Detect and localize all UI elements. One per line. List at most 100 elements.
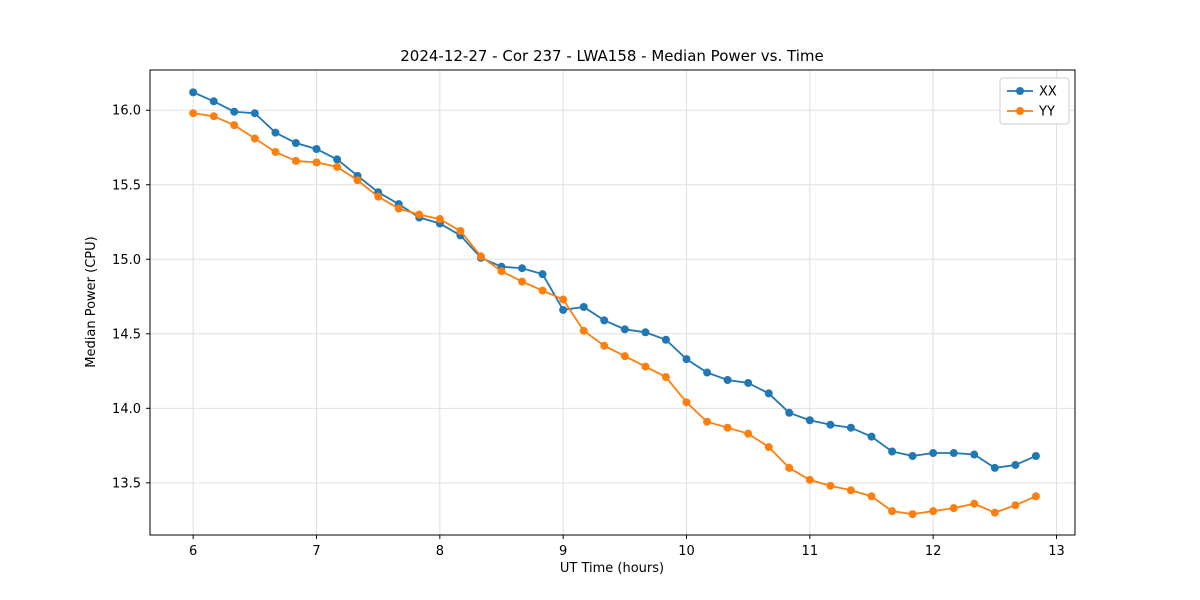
x-tick-label: 8 bbox=[436, 544, 444, 559]
y-tick-label: 16.0 bbox=[112, 104, 141, 119]
data-point-xx bbox=[620, 325, 629, 334]
legend-label: XX bbox=[1039, 85, 1057, 100]
data-point-yy bbox=[620, 352, 629, 361]
x-tick-label: 13 bbox=[1048, 544, 1065, 559]
data-point-yy bbox=[250, 134, 259, 143]
x-tick-label: 11 bbox=[802, 544, 819, 559]
data-point-yy bbox=[723, 423, 732, 432]
data-point-xx bbox=[764, 389, 773, 398]
y-tick-label: 15.5 bbox=[112, 178, 141, 193]
data-point-yy bbox=[949, 504, 958, 513]
data-point-yy bbox=[394, 204, 403, 213]
plot-border bbox=[149, 69, 1076, 536]
data-point-xx bbox=[600, 316, 609, 325]
data-point-yy bbox=[374, 192, 383, 201]
data-point-xx bbox=[949, 449, 958, 458]
data-point-yy bbox=[867, 492, 876, 501]
data-point-xx bbox=[579, 302, 588, 311]
data-point-yy bbox=[415, 210, 424, 219]
grid-lines bbox=[150, 70, 1075, 535]
data-point-yy bbox=[476, 252, 485, 261]
data-point-yy bbox=[929, 507, 938, 516]
data-point-xx bbox=[703, 368, 712, 377]
data-point-xx bbox=[250, 109, 259, 118]
data-point-xx bbox=[805, 416, 814, 425]
data-point-xx bbox=[826, 420, 835, 429]
data-point-yy bbox=[846, 486, 855, 495]
data-point-xx bbox=[641, 328, 650, 337]
data-point-yy bbox=[805, 475, 814, 484]
data-point-xx bbox=[518, 264, 527, 273]
data-point-yy bbox=[990, 508, 999, 517]
legend-marker-sample bbox=[1016, 87, 1024, 95]
data-point-yy bbox=[826, 481, 835, 490]
data-point-yy bbox=[271, 147, 280, 156]
chart-title: 2024-12-27 - Cor 237 - LWA158 - Median P… bbox=[400, 47, 824, 65]
data-point-xx bbox=[1031, 452, 1040, 461]
data-point-xx bbox=[846, 423, 855, 432]
data-point-yy bbox=[1011, 501, 1020, 510]
data-point-yy bbox=[353, 176, 362, 185]
data-point-yy bbox=[661, 373, 670, 382]
data-point-yy bbox=[888, 507, 897, 516]
y-tick-label: 14.0 bbox=[112, 402, 141, 417]
data-point-yy bbox=[538, 286, 547, 295]
axes: 6 7 8 9 10 11 12 13 13.5 14.0 14.5 15.0 15.5 16.0 bbox=[112, 69, 1076, 559]
data-point-xx bbox=[785, 408, 794, 417]
data-point-xx bbox=[230, 107, 239, 116]
data-point-xx bbox=[333, 155, 342, 164]
data-point-yy bbox=[230, 121, 239, 130]
data-point-yy bbox=[764, 443, 773, 452]
data-point-yy bbox=[641, 362, 650, 371]
data-point-xx bbox=[291, 139, 300, 148]
legend-box bbox=[999, 77, 1070, 125]
data-point-yy bbox=[435, 215, 444, 224]
data-point-xx bbox=[888, 447, 897, 456]
y-tick-label: 13.5 bbox=[112, 476, 141, 491]
data-point-xx bbox=[723, 376, 732, 384]
data-point-yy bbox=[682, 398, 691, 407]
data-point-yy bbox=[456, 226, 465, 235]
data-point-xx bbox=[744, 378, 753, 387]
legend-label: YY bbox=[1038, 105, 1055, 120]
x-tick-label: 9 bbox=[559, 544, 567, 559]
data-point-yy bbox=[908, 510, 917, 519]
data-point-xx bbox=[661, 335, 670, 344]
data-point-yy bbox=[559, 295, 568, 304]
data-point-yy bbox=[970, 499, 979, 508]
data-point-xx bbox=[189, 88, 198, 97]
data-point-xx bbox=[929, 449, 938, 458]
y-axis-label: Median Power (CPU) bbox=[84, 236, 99, 367]
x-tick-label: 7 bbox=[312, 544, 320, 559]
x-tick-label: 12 bbox=[925, 544, 942, 559]
data-series bbox=[189, 88, 1040, 519]
x-tick-label: 10 bbox=[678, 544, 695, 559]
legend: XX YY bbox=[999, 77, 1070, 125]
data-point-yy bbox=[1031, 492, 1040, 501]
x-axis-label: UT Time (hours) bbox=[560, 561, 664, 576]
data-point-xx bbox=[209, 97, 218, 106]
data-point-xx bbox=[867, 432, 876, 441]
data-point-yy bbox=[785, 463, 794, 472]
data-point-yy bbox=[579, 326, 588, 335]
data-point-yy bbox=[312, 158, 321, 167]
data-point-yy bbox=[518, 277, 527, 286]
x-tick-label: 6 bbox=[189, 544, 197, 559]
data-point-yy bbox=[209, 112, 218, 121]
data-point-yy bbox=[497, 267, 506, 276]
data-point-yy bbox=[189, 109, 198, 118]
data-point-xx bbox=[312, 144, 321, 153]
data-point-yy bbox=[600, 341, 609, 350]
data-point-xx bbox=[990, 463, 999, 472]
y-tick-label: 14.5 bbox=[112, 327, 141, 342]
data-point-xx bbox=[1011, 460, 1020, 469]
data-point-xx bbox=[538, 270, 547, 279]
data-point-yy bbox=[333, 162, 342, 171]
data-point-xx bbox=[271, 128, 280, 137]
data-point-yy bbox=[744, 429, 753, 438]
data-point-xx bbox=[559, 305, 568, 314]
data-point-xx bbox=[970, 450, 979, 459]
data-point-xx bbox=[682, 355, 691, 364]
